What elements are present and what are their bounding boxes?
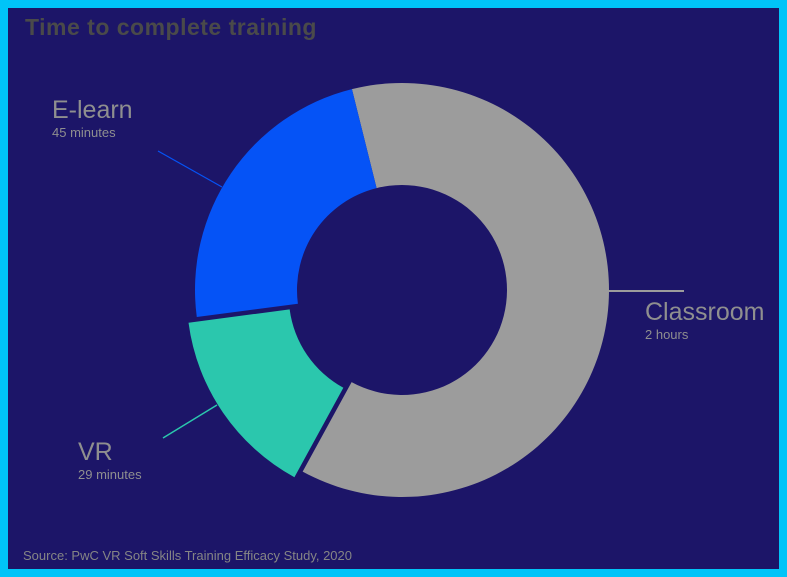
callout-elearn: E-learn 45 minutes <box>52 95 133 140</box>
vr-label-text: VR <box>78 438 113 466</box>
elearn-label-text: E-learn <box>52 96 133 124</box>
elearn-value-text: 45 minutes <box>52 125 116 140</box>
leader-line-e-learn <box>157 150 223 188</box>
classroom-label-text: Classroom <box>645 298 765 326</box>
donut-segment-vr[interactable] <box>188 309 344 478</box>
donut-segment-classroom[interactable] <box>302 83 609 497</box>
donut-segment-e-learn[interactable] <box>195 89 377 318</box>
callout-vr: VR 29 minutes <box>78 437 142 482</box>
leader-line-vr <box>162 404 218 439</box>
chart-title: Time to complete training <box>25 14 317 40</box>
classroom-value-text: 2 hours <box>645 327 689 342</box>
source-note: Source: PwC VR Soft Skills Training Effi… <box>23 548 352 563</box>
callout-classroom: Classroom 2 hours <box>645 297 764 342</box>
vr-value-text: 29 minutes <box>78 467 142 482</box>
